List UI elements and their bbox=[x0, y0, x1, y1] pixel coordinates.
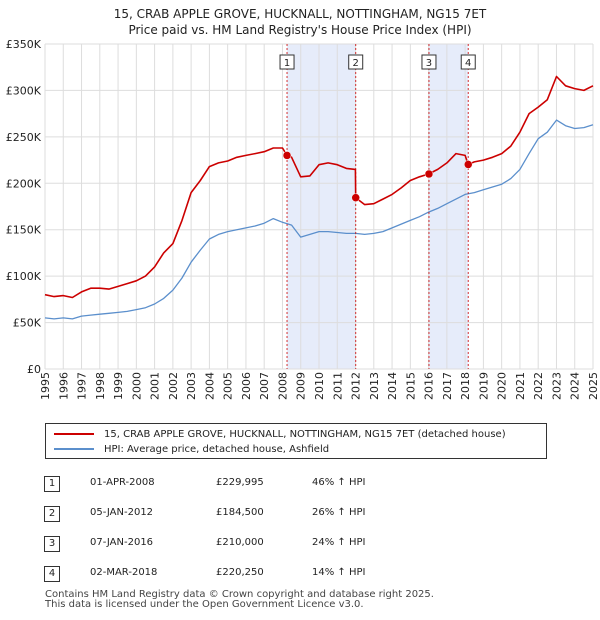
sale-row: 4 02-MAR-2018 £220,250 14% ↑ HPI bbox=[0, 564, 600, 584]
x-tick-label: 2019 bbox=[477, 372, 490, 400]
sale-hpi-change: 14% ↑ HPI bbox=[312, 567, 366, 578]
title-line-1: 15, CRAB APPLE GROVE, HUCKNALL, NOTTINGH… bbox=[113, 7, 487, 21]
x-tick-label: 2022 bbox=[532, 372, 545, 400]
sale-price: £229,995 bbox=[216, 477, 264, 488]
x-tick-label: 2004 bbox=[203, 372, 216, 400]
x-tick-label: 2003 bbox=[185, 372, 198, 400]
x-tick-label: 2007 bbox=[258, 372, 271, 400]
sale-hpi-change: 26% ↑ HPI bbox=[312, 507, 366, 518]
x-tick-label: 2002 bbox=[167, 372, 180, 400]
x-tick-label: 2016 bbox=[423, 372, 436, 400]
y-tick-label: £50K bbox=[13, 317, 42, 330]
sale-point bbox=[282, 151, 292, 160]
x-tick-label: 1999 bbox=[112, 372, 125, 400]
x-tick-label: 2000 bbox=[130, 372, 143, 400]
x-tick-label: 2010 bbox=[313, 372, 326, 400]
title-line-2: Price paid vs. HM Land Registry's House … bbox=[128, 23, 472, 37]
x-tick-label: 2021 bbox=[514, 372, 527, 400]
y-tick-label: £250K bbox=[6, 131, 42, 144]
legend-swatch-hpi bbox=[54, 448, 94, 450]
footer-copyright: Contains HM Land Registry data © Crown c… bbox=[45, 589, 434, 600]
sale-marker-box bbox=[279, 54, 295, 70]
sale-hpi-change: 46% ↑ HPI bbox=[312, 477, 366, 488]
sale-marker-box bbox=[348, 54, 364, 70]
x-tick-label: 2023 bbox=[550, 372, 563, 400]
x-tick-label: 2013 bbox=[368, 372, 381, 400]
legend-swatch-property bbox=[54, 433, 94, 435]
sale-point bbox=[351, 193, 360, 202]
y-tick-label: £200K bbox=[6, 177, 42, 190]
y-tick-label: £100K bbox=[6, 270, 42, 283]
sale-number-badge: 4 bbox=[44, 566, 60, 582]
sale-marker-box bbox=[460, 54, 476, 70]
sale-marker-label: 3 bbox=[426, 58, 432, 69]
y-tick-label: £350K bbox=[6, 38, 42, 51]
x-tick-label: 1997 bbox=[76, 372, 89, 400]
sale-marker-label: 1 bbox=[284, 58, 290, 69]
sale-hpi-change: 24% ↑ HPI bbox=[312, 537, 366, 548]
legend: 15, CRAB APPLE GROVE, HUCKNALL, NOTTINGH… bbox=[45, 423, 547, 459]
x-tick-label: 1998 bbox=[94, 372, 107, 400]
x-tick-label: 2020 bbox=[496, 372, 509, 400]
sale-marker-label: 2 bbox=[353, 58, 359, 69]
sale-marker-box bbox=[421, 54, 437, 70]
legend-label-property: 15, CRAB APPLE GROVE, HUCKNALL, NOTTINGH… bbox=[104, 429, 506, 440]
y-tick-label: £0 bbox=[27, 363, 41, 376]
sale-row: 1 01-APR-2008 £229,995 46% ↑ HPI bbox=[0, 474, 600, 494]
x-tick-label: 2024 bbox=[569, 372, 582, 400]
sale-point bbox=[424, 169, 434, 179]
x-tick-label: 2012 bbox=[350, 372, 363, 400]
footer-licence: This data is licensed under the Open Gov… bbox=[45, 599, 364, 610]
sale-number-badge: 3 bbox=[44, 536, 60, 552]
property-price-line bbox=[44, 75, 594, 299]
sale-row: 3 07-JAN-2016 £210,000 24% ↑ HPI bbox=[0, 534, 600, 554]
price-chart: £0 £50K £100K £150K £200K £250K £300K £350K 199… bbox=[6, 38, 600, 400]
sale-price: £184,500 bbox=[216, 507, 264, 518]
legend-item-property: 15, CRAB APPLE GROVE, HUCKNALL, NOTTINGH… bbox=[54, 428, 506, 442]
sale-date: 05-JAN-2012 bbox=[90, 507, 154, 518]
x-tick-label: 2018 bbox=[459, 372, 472, 400]
sale-number-badge: 2 bbox=[44, 506, 60, 522]
hpi-line bbox=[44, 119, 594, 320]
sale-marker-label: 4 bbox=[465, 58, 471, 69]
sale-date: 01-APR-2008 bbox=[90, 477, 155, 488]
x-tick-label: 2006 bbox=[240, 372, 253, 400]
sale-price: £210,000 bbox=[216, 537, 264, 548]
legend-label-hpi: HPI: Average price, detached house, Ashf… bbox=[104, 444, 330, 455]
x-tick-label: 2011 bbox=[331, 372, 344, 400]
x-tick-label: 1996 bbox=[57, 372, 70, 400]
x-tick-label: 2008 bbox=[276, 372, 289, 400]
x-tick-label: 1995 bbox=[39, 372, 52, 400]
sale-price: £220,250 bbox=[216, 567, 264, 578]
sale-span-shade bbox=[428, 44, 469, 369]
legend-item-hpi: HPI: Average price, detached house, Ashf… bbox=[54, 443, 329, 457]
y-tick-label: £300K bbox=[6, 84, 42, 97]
x-tick-label: 2015 bbox=[404, 372, 417, 400]
x-tick-label: 2017 bbox=[441, 372, 454, 400]
sale-span-shade bbox=[287, 44, 356, 369]
x-tick-label: 2014 bbox=[386, 372, 399, 400]
sale-point bbox=[463, 160, 473, 169]
y-tick-label: £150K bbox=[6, 224, 42, 237]
footer: Contains HM Land Registry data © Crown c… bbox=[45, 590, 434, 610]
sale-row: 2 05-JAN-2012 £184,500 26% ↑ HPI bbox=[0, 504, 600, 524]
sale-date: 02-MAR-2018 bbox=[90, 567, 158, 578]
sale-number-badge: 1 bbox=[44, 476, 60, 492]
x-tick-label: 2001 bbox=[149, 372, 162, 400]
x-tick-label: 2025 bbox=[587, 372, 600, 400]
sale-date: 07-JAN-2016 bbox=[90, 537, 154, 548]
x-tick-label: 2009 bbox=[295, 372, 308, 400]
chart-title: 15, CRAB APPLE GROVE, HUCKNALL, NOTTINGH… bbox=[0, 6, 600, 38]
x-tick-label: 2005 bbox=[222, 372, 235, 400]
